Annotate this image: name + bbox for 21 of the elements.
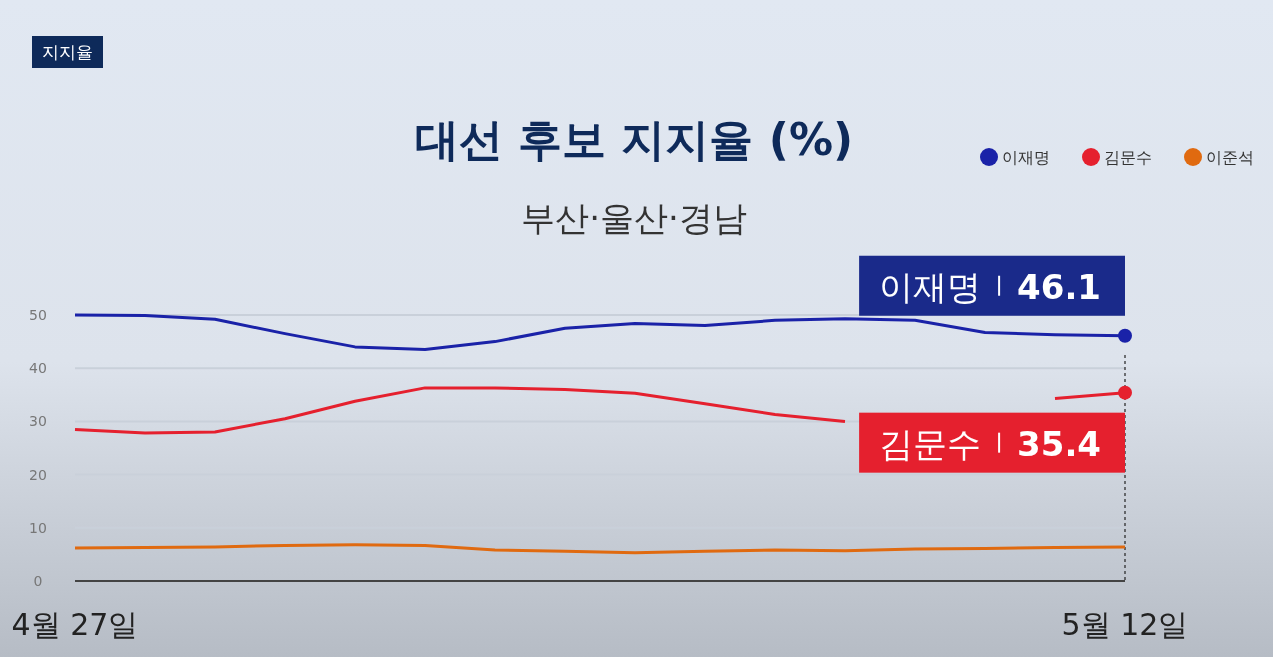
data-label: 46.1 xyxy=(1017,266,1101,307)
label: 이재명 46.1 xyxy=(859,255,1132,343)
legend-item: 김문수 xyxy=(1082,148,1152,167)
y-tick-label: 20 xyxy=(29,466,47,483)
legend-label: 김문수 xyxy=(1104,148,1152,167)
x-tick-label: 5월 12일 xyxy=(1061,607,1189,642)
annotation: 지지율 xyxy=(32,36,103,68)
chart-title: 대선 후보 지지율 (%) xyxy=(414,114,854,165)
legend-item: 이준석 xyxy=(1184,148,1254,167)
x-tick-label: 4월 27일 xyxy=(11,607,139,642)
chart-subtitle: 부산·울산·경남 xyxy=(521,198,747,238)
y-tick-label: 30 xyxy=(29,413,47,430)
label: 김문수 35.4 xyxy=(859,385,1132,473)
legend-item: 이재명 xyxy=(980,148,1050,167)
y-tick-label: 40 xyxy=(29,360,47,377)
y-tick-label: 50 xyxy=(29,307,47,323)
y-tick-label: 0 xyxy=(33,573,43,589)
data-label: 35.4 xyxy=(1017,423,1101,464)
y-tick-label: 10 xyxy=(29,519,47,536)
legend-label: 이재명 xyxy=(1002,148,1050,167)
legend-label: 이준석 xyxy=(1206,148,1254,167)
